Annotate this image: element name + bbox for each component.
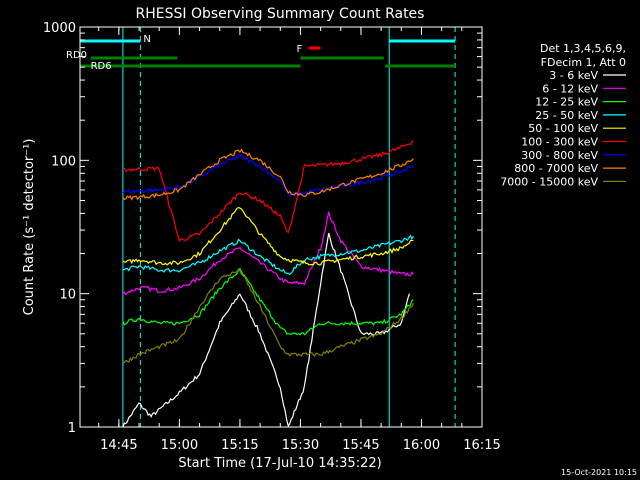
vertical-markers <box>122 27 456 427</box>
flag-label-n: N <box>143 34 150 45</box>
flag-label-f: F <box>297 44 303 55</box>
y-axis-ticks: 1 10 100 1000 <box>43 21 482 436</box>
data-series <box>122 140 414 428</box>
x-axis-label: Start Time (17-Jul-10 14:35:22) <box>178 456 381 471</box>
chart-title: RHESSI Observing Summary Count Rates <box>136 6 425 22</box>
x-tick-label: 16:15 <box>463 438 500 453</box>
legend-header-line-1: Det 1,3,4,5,6,9, <box>540 42 626 55</box>
flag-label-rd6: RD6 <box>91 61 112 72</box>
legend-label-12-25-kev: 12 - 25 keV <box>535 96 598 109</box>
flag-label-rd0: RD0 <box>66 50 87 61</box>
y-axis-label: Count Rate (s⁻¹ detector⁻¹) <box>22 139 37 316</box>
x-tick-label: 14:45 <box>100 438 137 453</box>
series-line-7000-15000-kev <box>122 267 414 365</box>
series-line-800-7000-kev <box>122 148 414 201</box>
y-tick-label: 10 <box>59 288 76 303</box>
series-line-25-50-kev <box>122 234 414 276</box>
plot-frame <box>79 26 483 428</box>
legend: Det 1,3,4,5,6,9, FDecim 1, Att 0 3 - 6 k… <box>500 42 626 188</box>
y-tick-label: 100 <box>51 154 76 169</box>
series-line-50-100-kev <box>122 206 414 266</box>
legend-header-line-2: FDecim 1, Att 0 <box>541 56 626 69</box>
legend-label-3-6-kev: 3 - 6 keV <box>549 69 598 82</box>
legend-label-6-12-kev: 6 - 12 keV <box>542 82 598 95</box>
x-tick-label: 15:15 <box>221 438 258 453</box>
series-line-12-25-kev <box>122 267 414 336</box>
x-tick-label: 16:00 <box>403 438 440 453</box>
legend-label-7000-15000-kev: 7000 - 15000 keV <box>500 175 598 188</box>
x-axis-ticks: 14:45 15:00 15:15 15:30 15:45 16:00 16:15 <box>98 27 501 453</box>
legend-label-100-300-kev: 100 - 300 keV <box>521 136 598 149</box>
y-tick-label: 1000 <box>43 21 76 36</box>
x-tick-label: 15:00 <box>161 438 198 453</box>
legend-label-800-7000-kev: 800 - 7000 keV <box>514 162 598 175</box>
legend-label-300-800-kev: 300 - 800 keV <box>521 149 598 162</box>
series-line-100-300-kev <box>122 140 414 243</box>
series-line-6-12-kev <box>122 211 414 296</box>
flag-bars: N F RD0 RD6 <box>66 34 456 72</box>
series-line-300-800-kev <box>122 153 414 197</box>
y-tick-label: 1 <box>68 421 76 436</box>
legend-label-25-50-kev: 25 - 50 keV <box>535 109 598 122</box>
x-tick-label: 15:30 <box>282 438 319 453</box>
footer-date: 15-Oct-2021 10:15 <box>561 468 637 477</box>
series-line-3-6-kev <box>122 233 410 428</box>
x-tick-label: 15:45 <box>342 438 379 453</box>
legend-label-50-100-kev: 50 - 100 keV <box>528 122 598 135</box>
